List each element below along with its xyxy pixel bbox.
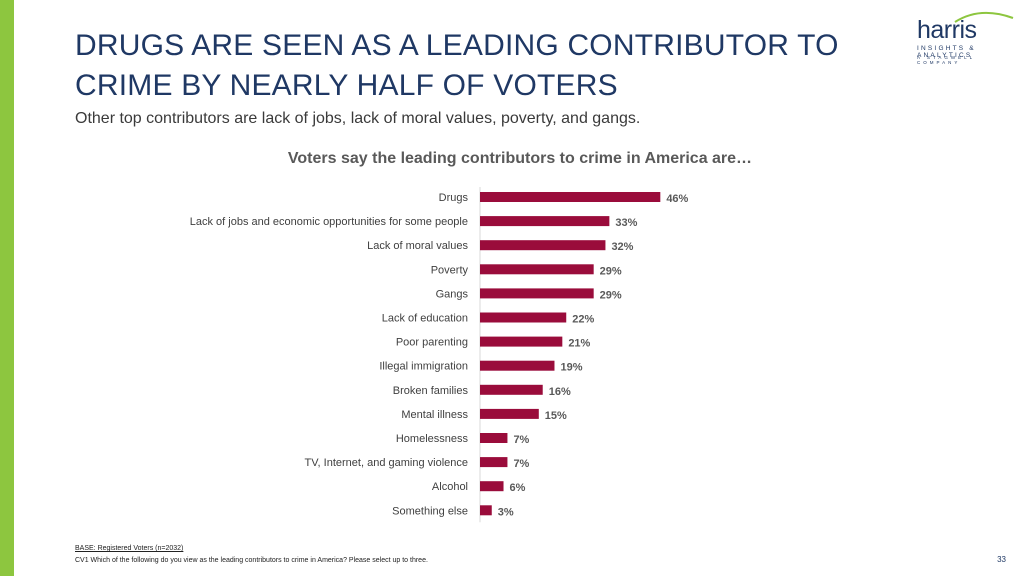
footnote-question: CV1 Which of the following do you view a…	[75, 557, 428, 564]
value-label: 32%	[611, 241, 633, 253]
category-label: Something else	[392, 505, 468, 517]
bar-chart: Drugs 46% Lack of jobs and economic opport…	[190, 187, 689, 523]
value-label: 19%	[560, 362, 582, 374]
value-label: 6%	[510, 482, 526, 494]
value-label: 29%	[600, 289, 622, 301]
bar	[480, 336, 563, 347]
value-label: 15%	[545, 410, 567, 422]
value-label: 7%	[513, 434, 529, 446]
bar	[480, 312, 567, 323]
bar	[480, 433, 508, 443]
category-label: Gangs	[436, 288, 469, 300]
footnote-base: BASE: Registered Voters (n=2032)	[75, 545, 184, 552]
category-label: Mental illness	[401, 409, 468, 421]
page-title: DRUGS ARE SEEN AS A LEADING CONTRIBUTOR …	[75, 29, 839, 102]
value-label: 3%	[498, 506, 514, 518]
category-label: Lack of education	[382, 313, 468, 325]
category-label: Drugs	[439, 192, 469, 204]
bar	[480, 216, 610, 227]
category-label: Lack of moral values	[367, 240, 468, 252]
value-label: 46%	[666, 193, 688, 205]
bar	[480, 192, 661, 202]
category-label: Alcohol	[432, 481, 468, 493]
bar	[480, 288, 594, 299]
category-label: Broken families	[393, 385, 469, 397]
logo-wordmark: harris	[917, 16, 977, 44]
bar	[480, 505, 492, 516]
category-label: Lack of jobs and economic opportunities …	[190, 216, 468, 228]
category-label: TV, Internet, and gaming violence	[305, 457, 468, 469]
bar	[480, 457, 508, 468]
logo-tagline: INSIGHTS & ANALYTICS	[917, 45, 976, 59]
value-label: 16%	[549, 386, 571, 398]
value-label: 21%	[568, 338, 590, 350]
value-label: 7%	[513, 458, 529, 470]
accent-bar	[0, 0, 14, 576]
category-label: Poor parenting	[396, 337, 468, 349]
page-subtitle: Other top contributors are lack of jobs,…	[75, 110, 641, 127]
category-label: Homelessness	[396, 433, 469, 445]
chart-title: Voters say the leading contributors to c…	[287, 150, 753, 167]
value-label: 22%	[572, 314, 594, 326]
bar	[480, 384, 543, 395]
bar	[480, 481, 504, 492]
category-label: Poverty	[431, 264, 469, 276]
page-number: 33	[997, 555, 1006, 564]
category-label: Illegal immigration	[379, 361, 468, 373]
value-label: 33%	[615, 217, 637, 229]
value-label: 29%	[600, 265, 622, 277]
bar	[480, 360, 555, 371]
logo-subtag: A STAGWELL COMPANY	[917, 55, 976, 65]
bar	[480, 240, 606, 251]
logo-swoosh-icon	[954, 11, 1014, 23]
bar	[480, 408, 539, 419]
bar	[480, 264, 594, 275]
harris-logo: harris INSIGHTS & ANALYTICS A STAGWELL C…	[915, 8, 1015, 65]
